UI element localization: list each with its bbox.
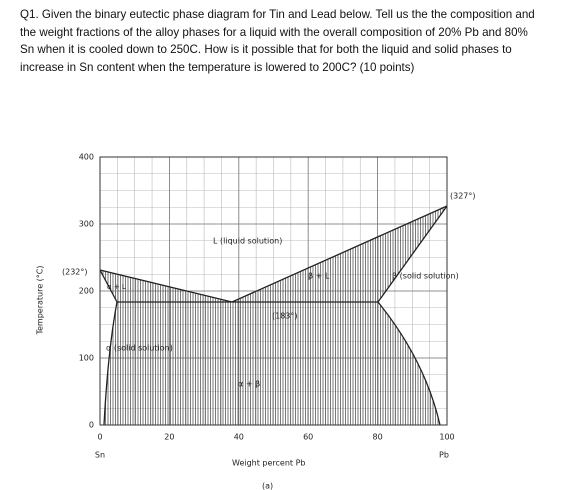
question-line: the weight fractions of the alloy phases… — [20, 26, 528, 39]
x-tick-label: 0 — [97, 433, 102, 442]
x-axis-title: Weight percent Pb — [232, 459, 306, 468]
x-tick-label: 40 — [234, 433, 244, 442]
x-tick-label: 60 — [303, 433, 313, 442]
annotation: L (liquid solution) — [213, 237, 282, 246]
alpha-beta-region — [104, 302, 440, 425]
annotation: β + L — [308, 272, 330, 281]
beta-solvus — [377, 301, 441, 426]
annotation: α + L — [107, 283, 126, 291]
y-tick-label: 200 — [79, 287, 94, 296]
annotation: (327°) — [450, 192, 476, 201]
annotation: α + β — [238, 380, 260, 389]
y-tick-label: 400 — [79, 153, 94, 162]
alpha-solvus — [103, 301, 118, 426]
question-line: Q1. Given the binary eutectic phase diag… — [20, 8, 535, 21]
x-end-label: Sn — [95, 451, 105, 460]
annotation: α (solid solution) — [106, 344, 173, 353]
question-line: increase in Sn content when the temperat… — [20, 61, 415, 74]
y-tick-label: 100 — [79, 354, 94, 363]
caption: (a) — [262, 482, 273, 490]
annotation: (183°) — [272, 312, 298, 321]
solidus — [99, 205, 448, 303]
x-tick-label: 80 — [373, 433, 383, 442]
annotation: (232°) — [62, 268, 88, 277]
y-tick-label: 0 — [89, 421, 94, 430]
annotation: β (solid solution) — [392, 272, 459, 281]
y-axis-title: Temperature (°C) — [36, 265, 45, 335]
x-tick-label: 100 — [439, 433, 454, 442]
plot-frame — [99, 156, 448, 426]
y-tick-label: 300 — [79, 220, 94, 229]
x-end-label: Pb — [439, 451, 449, 460]
question-line: Sn when it is cooled down to 250C. How i… — [20, 43, 512, 56]
x-tick-label: 20 — [164, 433, 174, 442]
